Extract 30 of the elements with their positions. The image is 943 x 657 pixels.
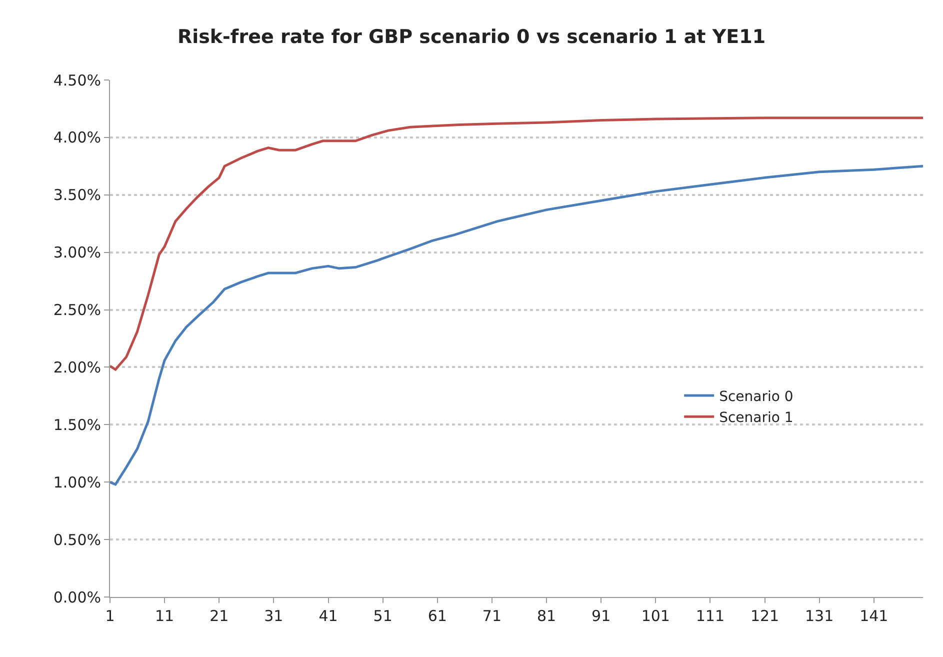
y-tick-label: 4.00% <box>53 128 101 147</box>
legend-label: Scenario 0 <box>719 388 794 405</box>
line-series <box>110 116 923 371</box>
line-series <box>110 164 923 486</box>
y-tick-label: 3.50% <box>53 186 101 204</box>
x-tick-label: 71 <box>482 607 502 625</box>
y-tick-label: 2.50% <box>53 301 101 320</box>
x-tick-label: 21 <box>210 607 229 625</box>
x-tick-label: 111 <box>696 607 725 625</box>
x-tick-label: 1 <box>105 607 115 625</box>
y-tick-label: 2.00% <box>53 358 101 376</box>
x-tick-label: 41 <box>318 607 338 625</box>
x-tick-label: 81 <box>536 607 556 625</box>
x-tick-label: 121 <box>750 607 780 625</box>
chart-title: Risk-free rate for GBP scenario 0 vs scenario 1 at YE11 <box>177 26 766 48</box>
x-tick-label: 141 <box>860 607 888 625</box>
x-tick-label: 101 <box>641 607 670 625</box>
y-tick-label: 1.00% <box>53 473 101 492</box>
x-tick-label: 11 <box>155 607 174 625</box>
x-tick-label: 91 <box>592 607 611 625</box>
y-tick-label: 4.50% <box>53 71 101 90</box>
x-tick-label: 51 <box>373 607 392 625</box>
y-tick-label: 0.00% <box>53 588 101 606</box>
x-tick-label: 31 <box>264 607 284 625</box>
y-tick-label: 0.50% <box>53 530 101 549</box>
y-tick-label: 1.50% <box>53 416 101 434</box>
legend-label: Scenario 1 <box>719 410 794 426</box>
y-tick-label: 3.00% <box>53 244 101 262</box>
x-tick-label: 61 <box>428 607 447 625</box>
x-tick-label: 131 <box>805 607 834 625</box>
